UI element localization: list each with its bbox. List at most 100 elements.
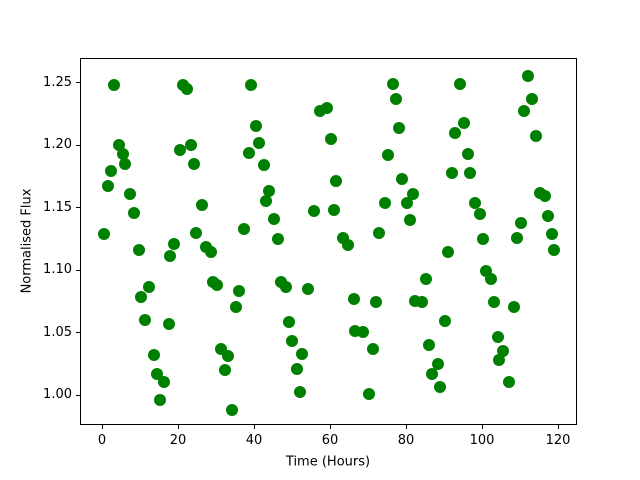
- data-point: [329, 175, 342, 188]
- data-point: [434, 381, 447, 394]
- data-point: [263, 185, 276, 198]
- data-point: [464, 166, 477, 179]
- data-point: [468, 196, 481, 209]
- data-point: [253, 136, 266, 149]
- data-point: [386, 77, 399, 90]
- data-point: [515, 216, 527, 229]
- data-point: [187, 157, 200, 170]
- y-tick-label: 1.10: [43, 262, 72, 278]
- data-point: [272, 232, 285, 245]
- data-point: [280, 281, 293, 294]
- data-point: [147, 348, 160, 361]
- y-tick-label: 1.15: [43, 199, 72, 215]
- data-point: [168, 237, 181, 250]
- data-point: [426, 367, 439, 380]
- plot-area: [80, 58, 577, 425]
- data-point: [219, 363, 231, 376]
- data-point: [518, 105, 531, 118]
- data-point: [491, 331, 504, 344]
- x-tick-mark: [253, 425, 255, 429]
- data-point: [185, 139, 198, 152]
- x-tick-label: 120: [545, 433, 571, 448]
- x-tick-mark: [101, 425, 103, 429]
- y-tick-label: 1.25: [43, 74, 72, 90]
- data-point: [211, 278, 224, 291]
- data-point: [163, 317, 176, 330]
- data-point: [190, 226, 203, 239]
- data-point: [453, 77, 466, 90]
- data-point: [541, 210, 554, 223]
- data-point: [356, 326, 369, 339]
- data-point: [423, 338, 436, 351]
- data-point: [396, 172, 409, 185]
- y-tick-label: 1.05: [43, 324, 72, 340]
- data-point: [154, 393, 167, 406]
- data-point: [401, 196, 413, 209]
- data-point: [521, 70, 534, 83]
- data-point: [258, 159, 271, 172]
- data-point: [101, 180, 114, 193]
- data-point: [404, 214, 417, 227]
- y-tick-mark: [76, 332, 80, 334]
- data-point: [133, 243, 146, 256]
- data-point: [461, 147, 474, 160]
- y-tick-mark: [76, 144, 80, 146]
- x-tick-mark: [329, 425, 331, 429]
- data-point: [484, 272, 497, 285]
- data-point: [108, 79, 121, 92]
- data-point: [250, 120, 263, 133]
- x-tick-label: 0: [97, 433, 107, 448]
- data-point: [124, 187, 137, 200]
- data-point: [393, 121, 406, 134]
- data-point: [128, 206, 141, 219]
- data-point: [328, 204, 341, 217]
- data-point: [342, 238, 355, 251]
- data-point: [529, 130, 542, 143]
- data-point: [372, 226, 385, 239]
- data-point: [407, 187, 420, 200]
- data-point: [158, 376, 171, 389]
- data-point: [448, 126, 461, 139]
- data-point: [348, 292, 361, 305]
- y-tick-label: 1.20: [43, 137, 72, 153]
- data-point: [181, 82, 193, 95]
- data-point: [442, 246, 455, 259]
- data-point: [526, 92, 539, 105]
- data-point: [117, 147, 130, 160]
- x-tick-mark: [557, 425, 559, 429]
- data-point: [296, 347, 309, 360]
- x-tick-mark: [405, 425, 407, 429]
- data-point: [389, 92, 402, 105]
- data-point: [369, 296, 382, 309]
- data-point: [293, 386, 306, 399]
- y-tick-label: 1.00: [43, 387, 72, 403]
- data-point: [282, 316, 295, 329]
- data-point: [143, 281, 155, 294]
- data-point: [196, 199, 209, 212]
- y-tick-mark: [76, 82, 80, 84]
- data-point: [225, 403, 238, 416]
- data-point: [458, 116, 470, 129]
- data-point: [307, 205, 320, 218]
- data-point: [546, 227, 559, 240]
- x-tick-label: 100: [469, 433, 495, 448]
- data-point: [420, 272, 432, 285]
- data-point: [233, 285, 246, 298]
- data-point: [204, 246, 217, 259]
- y-tick-mark: [76, 394, 80, 396]
- x-tick-mark: [481, 425, 483, 429]
- data-point: [492, 353, 505, 366]
- data-point: [285, 335, 298, 348]
- data-point: [538, 190, 551, 203]
- y-tick-mark: [76, 269, 80, 271]
- data-point: [230, 301, 243, 314]
- x-tick-label: 40: [245, 433, 263, 448]
- data-point: [508, 301, 521, 314]
- data-point: [268, 212, 281, 225]
- data-point: [139, 313, 152, 326]
- data-point: [378, 196, 391, 209]
- data-point: [415, 296, 428, 309]
- data-point: [367, 342, 380, 355]
- data-point: [439, 315, 451, 328]
- data-point: [163, 250, 176, 263]
